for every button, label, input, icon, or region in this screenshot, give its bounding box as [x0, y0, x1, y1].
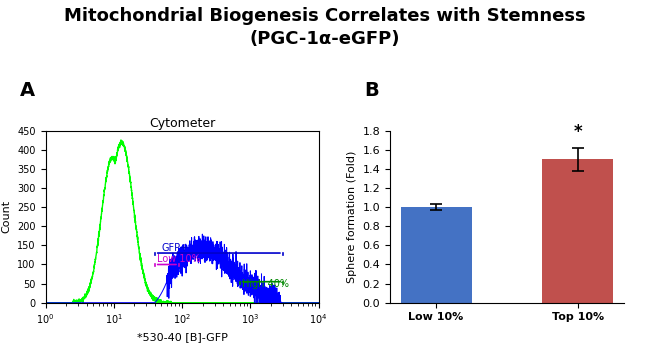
Text: High 40%: High 40% [242, 279, 289, 289]
Text: *: * [573, 123, 582, 141]
Text: B: B [364, 81, 379, 100]
X-axis label: *530-40 [B]-GFP: *530-40 [B]-GFP [136, 332, 228, 342]
Text: Low 10%: Low 10% [157, 254, 201, 264]
Title: Cytometer: Cytometer [149, 117, 215, 130]
Text: GFP+: GFP+ [161, 243, 188, 253]
Text: A: A [20, 81, 34, 100]
Bar [543, 159, 614, 303]
Y-axis label: Count: Count [1, 200, 12, 233]
Text: Mitochondrial Biogenesis Correlates with Stemness
(PGC-1α-eGFP): Mitochondrial Biogenesis Correlates with… [64, 7, 586, 49]
Bar [400, 207, 471, 303]
Y-axis label: Sphere formation (Fold): Sphere formation (Fold) [347, 151, 357, 283]
